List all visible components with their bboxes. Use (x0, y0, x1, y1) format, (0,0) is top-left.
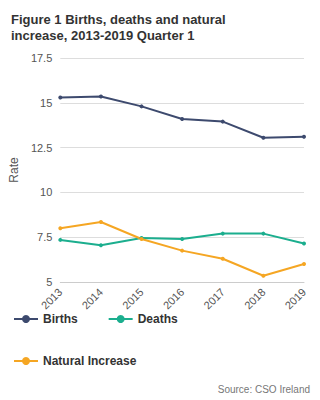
svg-text:increase, 2013-2019 Quarter 1: increase, 2013-2019 Quarter 1 (11, 28, 195, 43)
svg-text:Deaths: Deaths (138, 312, 178, 326)
svg-text:2019: 2019 (282, 286, 308, 312)
svg-text:2017: 2017 (201, 286, 227, 312)
svg-text:5: 5 (46, 276, 52, 288)
svg-text:2014: 2014 (79, 286, 105, 312)
svg-text:17.5: 17.5 (31, 52, 52, 64)
svg-text:Figure 1 Births, deaths and na: Figure 1 Births, deaths and natural (11, 12, 229, 27)
svg-text:Births: Births (43, 312, 78, 326)
svg-text:2015: 2015 (120, 286, 146, 312)
svg-text:12.5: 12.5 (31, 142, 52, 154)
svg-text:7.5: 7.5 (37, 231, 52, 243)
svg-text:Rate: Rate (7, 157, 21, 183)
svg-text:2016: 2016 (161, 286, 187, 312)
svg-text:Source: CSO Ireland: Source: CSO Ireland (218, 384, 310, 395)
svg-text:Natural Increase: Natural Increase (43, 354, 137, 368)
svg-text:15: 15 (40, 97, 52, 109)
svg-text:10: 10 (40, 186, 52, 198)
svg-text:2013: 2013 (39, 286, 65, 312)
svg-text:2018: 2018 (242, 286, 268, 312)
